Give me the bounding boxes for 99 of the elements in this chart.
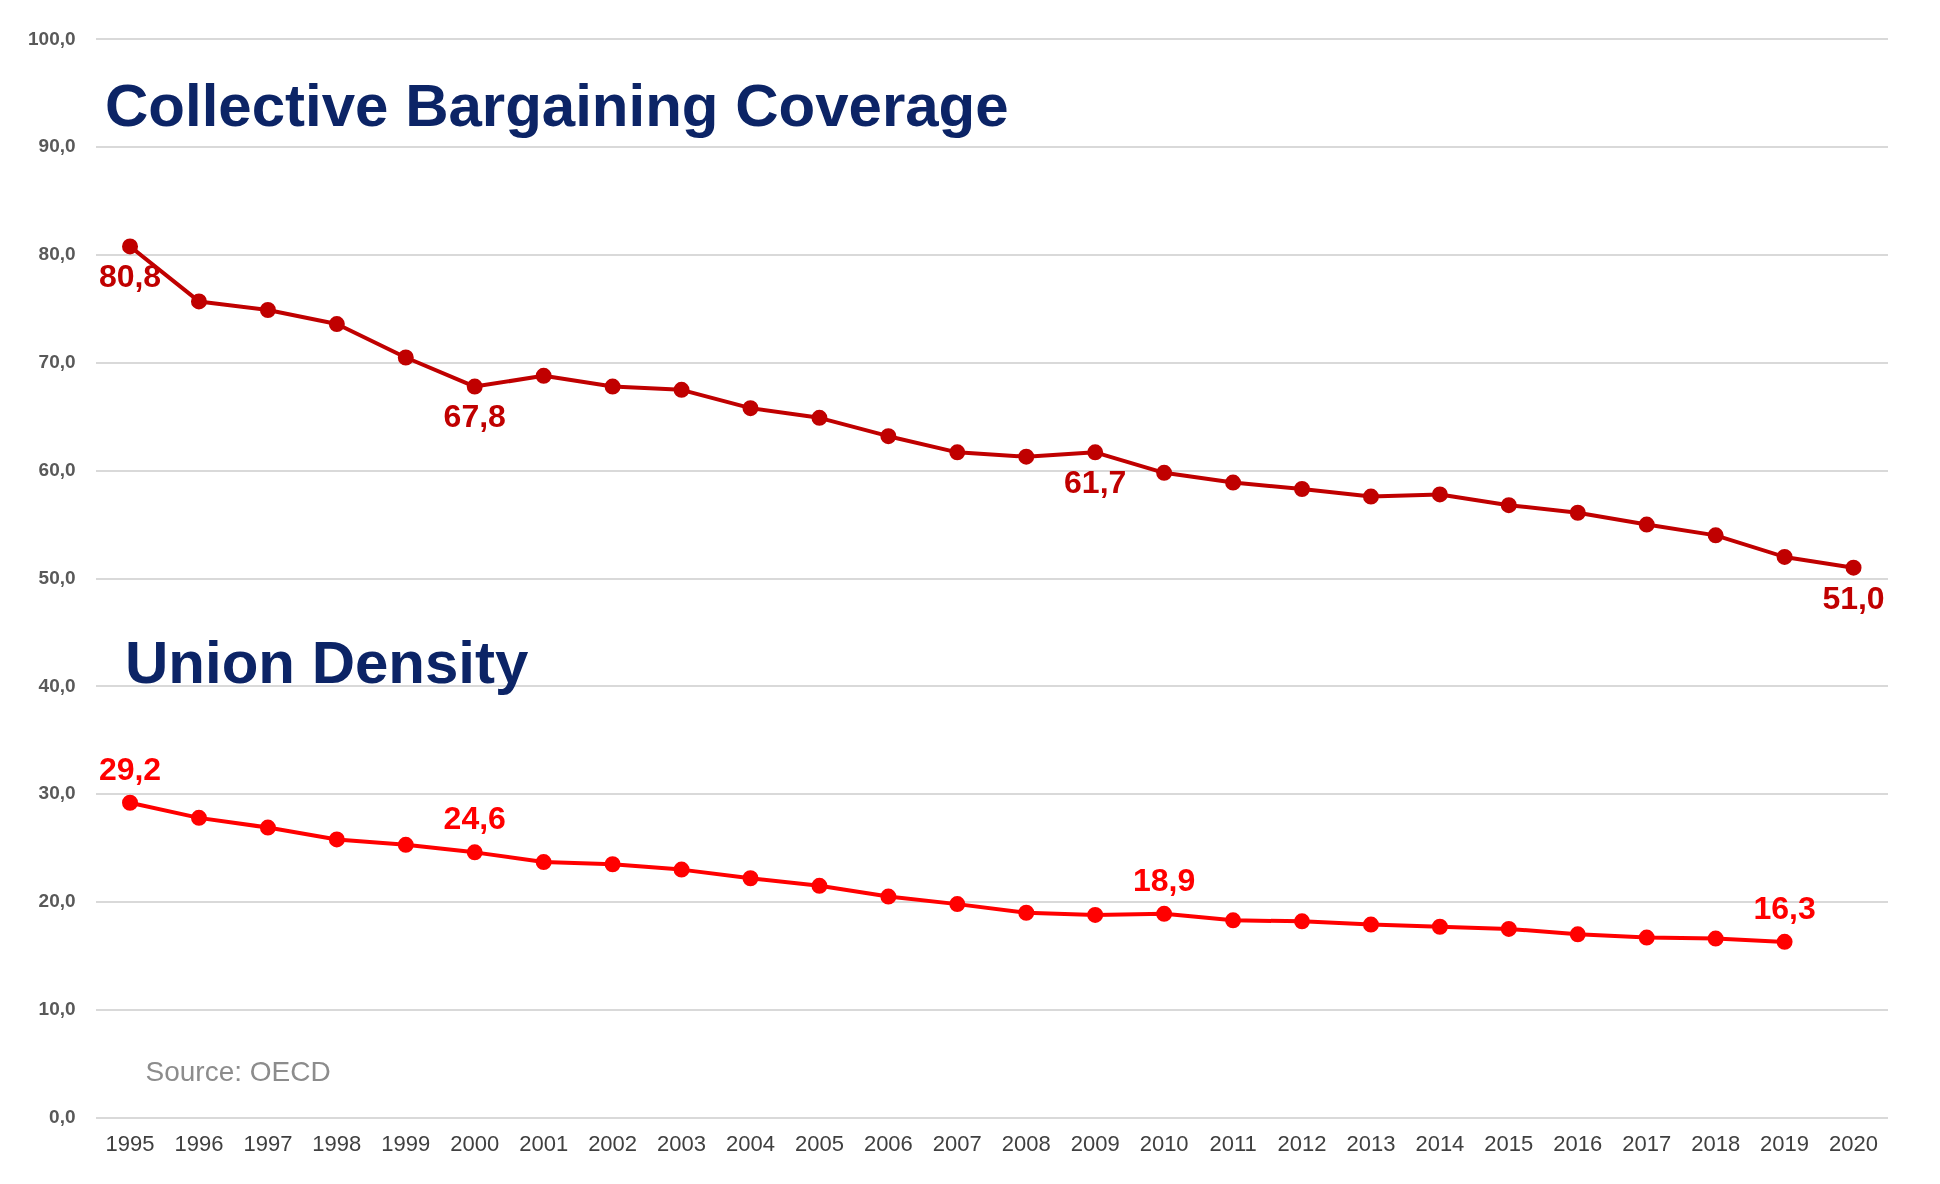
point — [1569, 504, 1586, 521]
point — [397, 836, 414, 853]
data-label: 61,7 — [1064, 464, 1127, 501]
x-tick-label: 2006 — [863, 1130, 913, 1156]
y-tick-label: 30,0 — [38, 782, 76, 804]
point — [1225, 474, 1242, 491]
x-tick-label: 1999 — [381, 1130, 431, 1156]
x-tick-label: 2020 — [1829, 1130, 1879, 1156]
x-tick-label: 1997 — [243, 1130, 293, 1156]
point — [190, 809, 207, 826]
x-tick-label: 1996 — [174, 1130, 224, 1156]
point — [1776, 548, 1793, 565]
point — [1638, 516, 1655, 533]
point — [328, 316, 345, 333]
y-tick-label: 60,0 — [38, 458, 76, 480]
y-tick-label: 90,0 — [38, 135, 76, 157]
y-tick-label: 40,0 — [38, 674, 76, 696]
point — [949, 444, 966, 461]
x-tick-label: 2004 — [726, 1130, 775, 1156]
point — [1845, 559, 1862, 576]
point — [1087, 906, 1104, 923]
point — [949, 896, 966, 913]
point — [1707, 930, 1724, 947]
point — [397, 349, 414, 366]
x-tick-label: 2002 — [588, 1130, 638, 1156]
point — [811, 409, 828, 426]
point — [1500, 497, 1517, 514]
point — [190, 293, 207, 310]
data-label: 29,2 — [98, 750, 162, 787]
x-tick-label: 2014 — [1415, 1130, 1465, 1156]
y-tick-label: 100,0 — [28, 27, 76, 49]
data-label: 51,0 — [1822, 579, 1885, 616]
x-tick-label: 2013 — [1346, 1130, 1396, 1156]
x-tick-label: 1995 — [105, 1130, 155, 1156]
x-tick-label: 2001 — [519, 1130, 569, 1156]
point — [328, 831, 345, 848]
x-tick-label: 2005 — [794, 1130, 844, 1156]
point — [742, 400, 759, 417]
y-tick-label: 20,0 — [38, 890, 76, 912]
point — [1776, 933, 1793, 950]
point — [1362, 488, 1379, 505]
point — [466, 378, 483, 395]
point — [1018, 904, 1035, 921]
x-tick-label: 1998 — [312, 1130, 362, 1156]
point — [535, 854, 552, 871]
point — [1294, 913, 1311, 930]
y-tick-label: 50,0 — [38, 566, 76, 588]
x-tick-label: 2019 — [1760, 1130, 1810, 1156]
annotation: Source: OECD — [145, 1056, 331, 1088]
point — [673, 861, 690, 878]
y-tick-label: 0,0 — [49, 1105, 76, 1127]
data-label: 16,3 — [1753, 889, 1816, 926]
data-label: 67,8 — [443, 398, 506, 435]
y-tick-label: 70,0 — [38, 351, 76, 373]
x-tick-label: 2011 — [1209, 1130, 1257, 1156]
point — [1431, 486, 1448, 503]
point — [880, 888, 897, 905]
point — [1362, 916, 1379, 933]
point — [604, 856, 621, 873]
point — [1638, 929, 1655, 946]
point — [1087, 444, 1104, 461]
point — [259, 819, 276, 836]
point — [880, 428, 897, 445]
series-label: Union Density — [125, 628, 530, 696]
point — [811, 877, 828, 894]
point — [1294, 481, 1311, 498]
point — [742, 870, 759, 887]
x-tick-label: 2015 — [1484, 1130, 1534, 1156]
point — [1156, 464, 1173, 481]
point — [1707, 527, 1724, 544]
x-tick-label: 2007 — [932, 1130, 982, 1156]
y-tick-label: 10,0 — [38, 998, 76, 1020]
y-tick-label: 80,0 — [38, 243, 76, 265]
point — [259, 302, 276, 319]
point — [673, 381, 690, 398]
point — [535, 367, 552, 384]
point — [1156, 905, 1173, 922]
x-tick-label: 2003 — [657, 1130, 707, 1156]
x-tick-label: 2018 — [1691, 1130, 1741, 1156]
data-label: 18,9 — [1132, 861, 1196, 898]
point — [122, 238, 139, 255]
data-label: 24,6 — [443, 800, 506, 837]
point — [604, 378, 621, 395]
point — [1500, 920, 1517, 937]
series-label: Collective Bargaining Coverage — [105, 72, 1009, 140]
point — [1225, 912, 1242, 929]
x-tick-label: 2016 — [1553, 1130, 1603, 1156]
point — [1431, 918, 1448, 935]
point — [122, 794, 139, 811]
x-tick-label: 2009 — [1070, 1130, 1120, 1156]
x-tick-label: 2017 — [1622, 1130, 1672, 1156]
x-tick-label: 2008 — [1001, 1130, 1051, 1156]
x-tick-label: 2000 — [450, 1130, 500, 1156]
point — [466, 844, 483, 861]
point — [1018, 448, 1035, 465]
point — [1569, 926, 1586, 943]
x-tick-label: 2010 — [1139, 1130, 1189, 1156]
x-tick-label: 2012 — [1277, 1130, 1327, 1156]
data-label: 80,8 — [98, 258, 162, 295]
